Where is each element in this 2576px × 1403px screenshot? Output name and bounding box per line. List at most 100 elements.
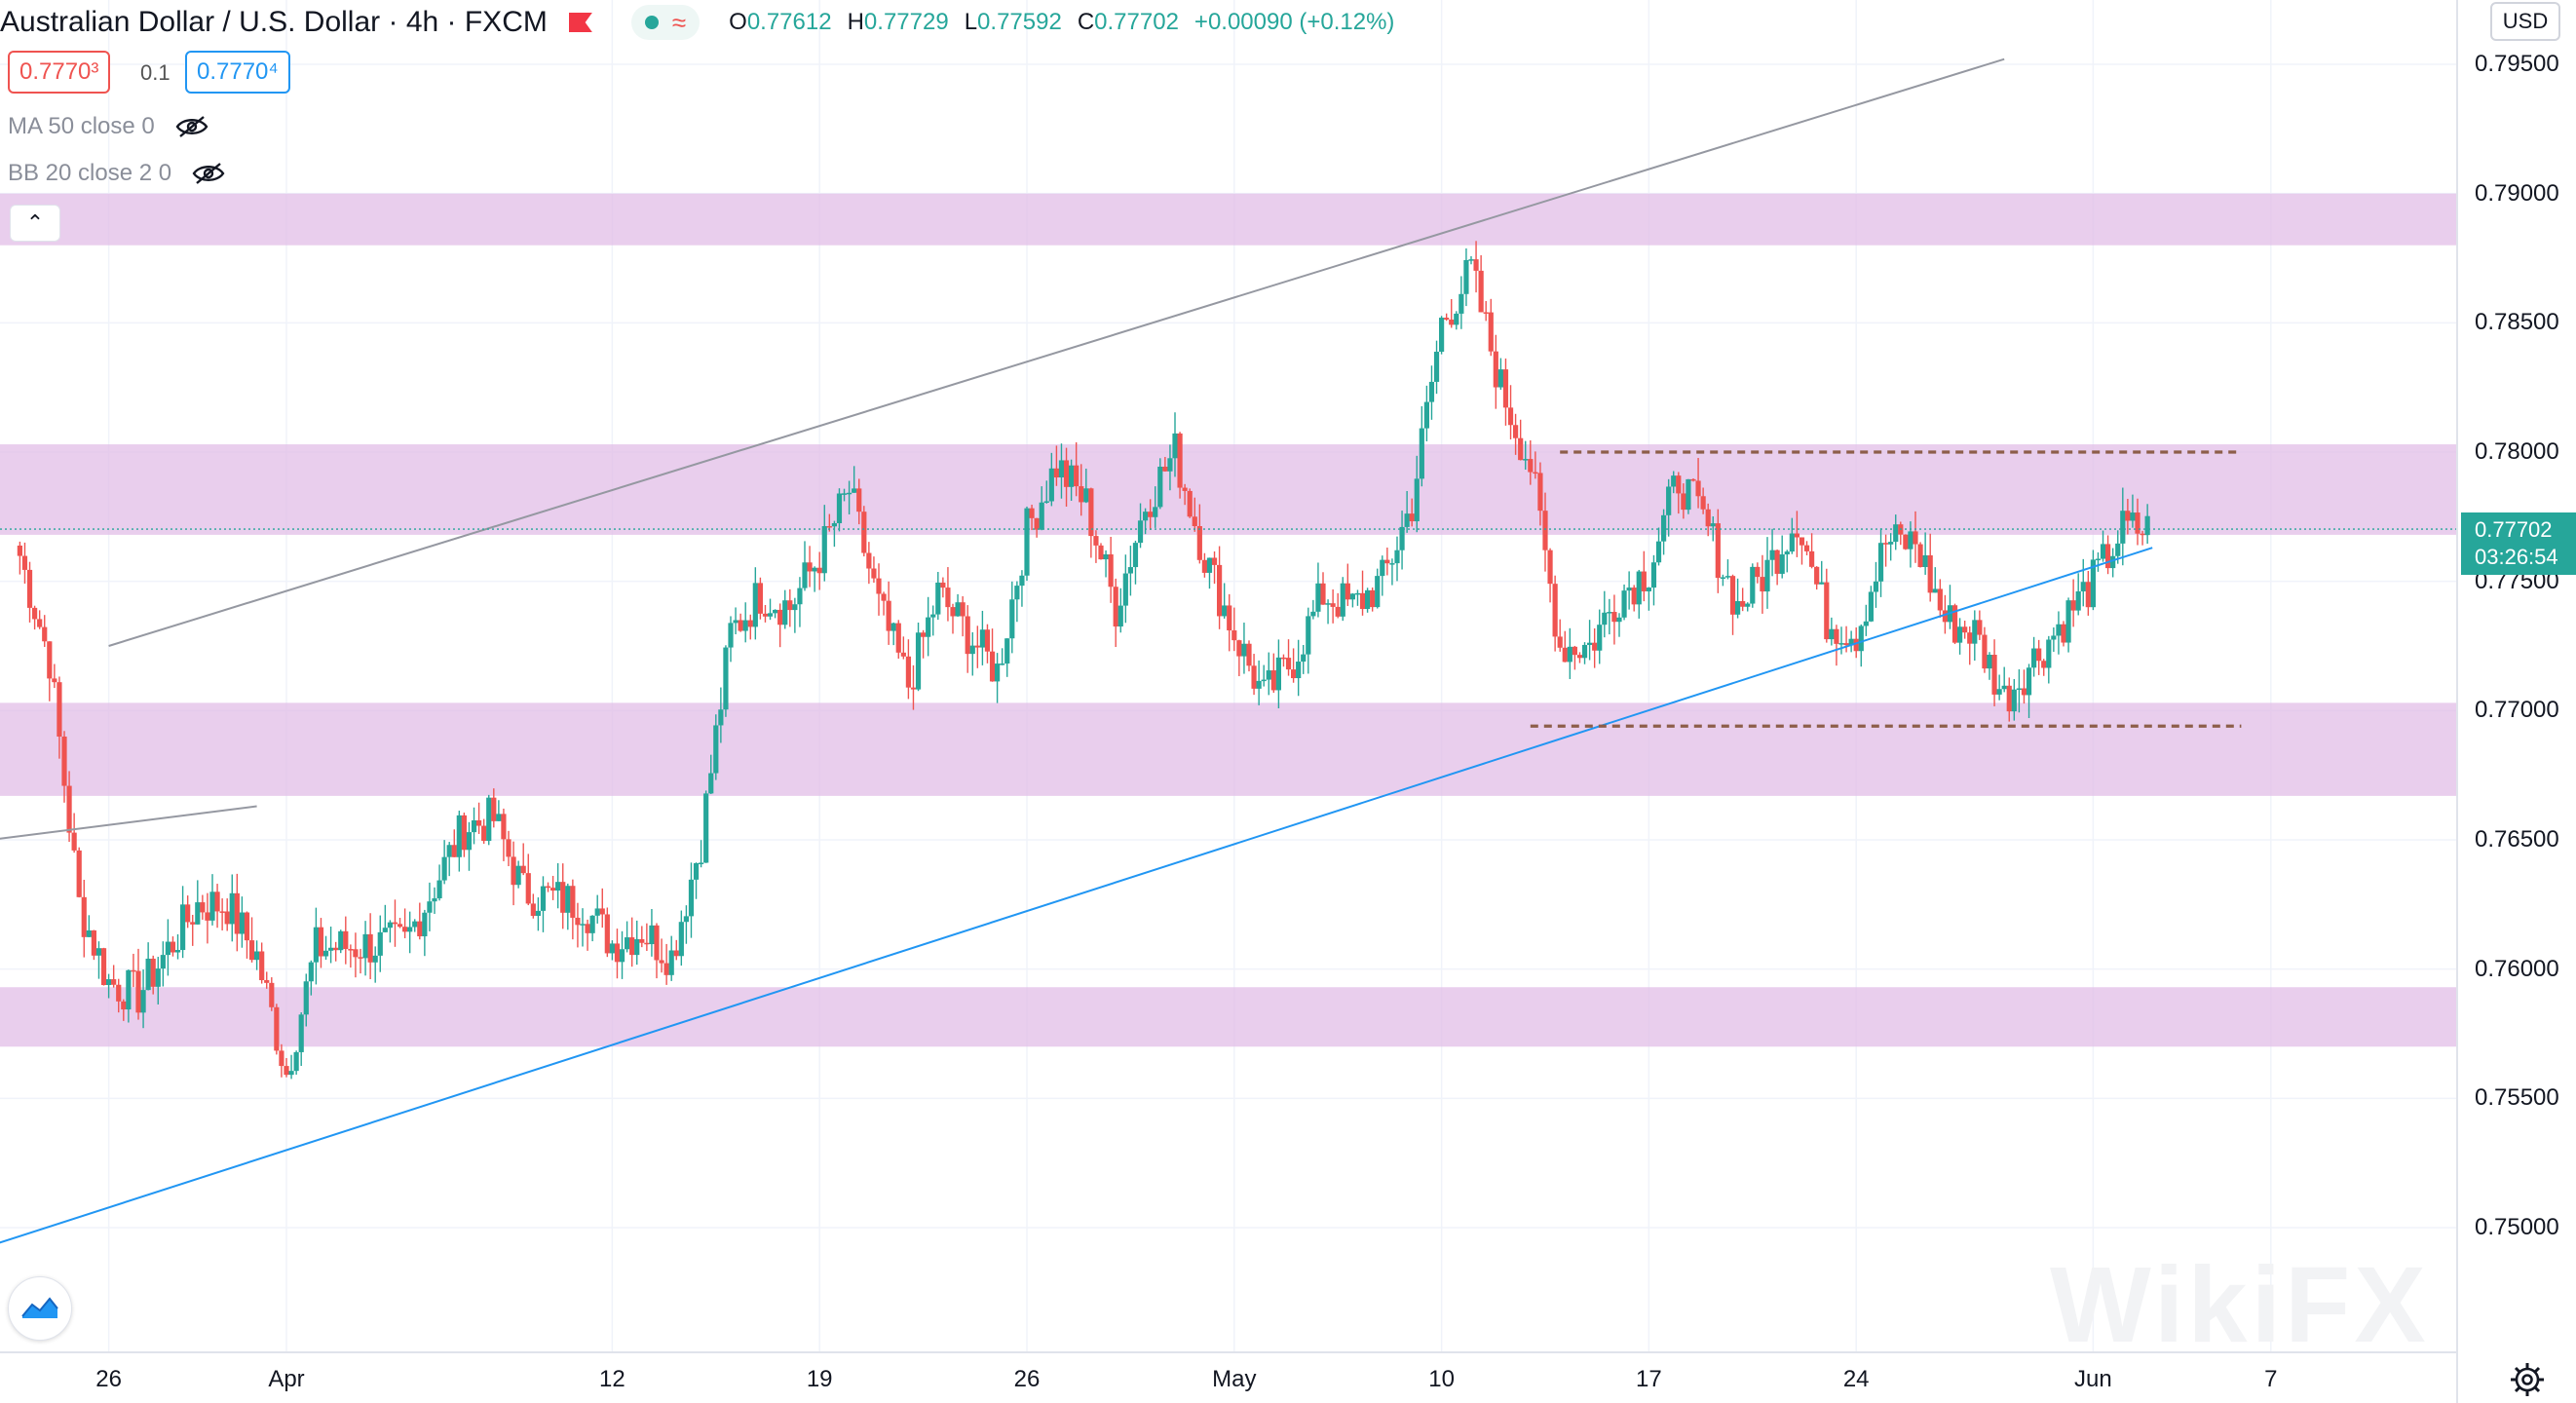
candle	[777, 603, 783, 648]
candle-body	[1227, 605, 1232, 631]
candle	[2105, 535, 2111, 575]
candle	[1996, 674, 2002, 701]
candle	[2135, 498, 2140, 546]
candle-body	[2110, 555, 2116, 569]
candle	[1724, 559, 1731, 580]
candle-body	[777, 609, 783, 626]
candle	[752, 567, 758, 640]
candle	[989, 628, 996, 682]
candle	[1365, 588, 1371, 613]
candle	[2120, 487, 2126, 566]
candle	[2026, 664, 2032, 719]
candle-body	[1275, 657, 1281, 691]
candle-body	[1029, 508, 1035, 518]
flag-icon[interactable]	[568, 13, 592, 32]
candle-body	[1942, 610, 1948, 623]
candle	[708, 754, 714, 794]
drawing-tools[interactable]	[0, 57, 2457, 1246]
candle	[200, 894, 206, 920]
candle	[1468, 255, 1474, 265]
candle-body	[254, 951, 260, 961]
zone-rect[interactable]	[0, 987, 2457, 1047]
candle-body	[1877, 543, 1884, 582]
candle-body	[446, 845, 452, 857]
candle-body	[1325, 603, 1331, 605]
candle-body	[1858, 626, 1864, 652]
current-price-value: 0.77702	[2475, 517, 2553, 542]
support-resistance-zones[interactable]	[0, 193, 2457, 1047]
candle-body	[614, 943, 621, 963]
candle	[1122, 554, 1128, 624]
candle-body	[185, 904, 191, 923]
candle-body	[1384, 559, 1390, 564]
time-tick-label: 19	[806, 1366, 833, 1392]
candle-body	[1409, 513, 1415, 522]
candle	[52, 664, 57, 689]
time-tick-label: Apr	[268, 1366, 305, 1392]
candle	[1349, 592, 1355, 608]
candle-body	[288, 1071, 294, 1076]
candle	[1932, 567, 1938, 593]
candle-body	[318, 927, 324, 957]
candle-body	[1137, 520, 1144, 544]
sell-button[interactable]: 0.7770³	[8, 51, 111, 94]
candle	[1019, 570, 1025, 607]
candle	[2031, 636, 2037, 677]
market-status-pill[interactable]: ≈	[630, 5, 701, 40]
candle	[1004, 638, 1010, 677]
candle-body	[1774, 550, 1780, 574]
trendline[interactable]	[0, 547, 2153, 1245]
candle-body	[1537, 473, 1543, 512]
collapse-legend-button[interactable]: ⌃	[10, 205, 60, 242]
candle-body	[372, 955, 378, 963]
candle-body	[1957, 626, 1963, 643]
candle-body	[876, 578, 882, 594]
gear-icon[interactable]	[2508, 1360, 2547, 1399]
candle-body	[550, 888, 556, 891]
price-tick-label: 0.76000	[2475, 955, 2559, 982]
candle-body	[762, 613, 769, 617]
candle-body	[555, 882, 561, 891]
eye-hidden-icon[interactable]	[191, 162, 226, 185]
currency-button[interactable]: USD	[2490, 2, 2560, 41]
buy-button[interactable]: 0.7770⁴	[185, 51, 290, 94]
candle-body	[71, 832, 77, 851]
candle-body	[831, 523, 837, 527]
eye-hidden-icon[interactable]	[174, 115, 209, 138]
candle-body	[1557, 636, 1563, 648]
candle	[728, 616, 734, 663]
candle	[979, 610, 985, 665]
trendline[interactable]	[0, 805, 257, 840]
tradingview-logo-button[interactable]	[8, 1276, 72, 1341]
candle-body	[1572, 646, 1577, 656]
candle	[1750, 563, 1756, 608]
candle-body	[905, 656, 911, 688]
zone-rect[interactable]	[0, 702, 2457, 796]
candle-body	[1113, 587, 1118, 627]
candle-body	[42, 626, 48, 642]
time-tick-label: 7	[2264, 1366, 2278, 1392]
zone-rect[interactable]	[0, 444, 2457, 535]
exchange-label: FXCM	[464, 6, 548, 38]
candle	[1581, 642, 1588, 664]
indicator-bb[interactable]: BB 20 close 2 0	[8, 160, 226, 187]
candle-body	[1103, 553, 1109, 560]
candle-body	[461, 815, 467, 851]
candle	[1977, 610, 1983, 640]
candle	[338, 929, 344, 954]
candle	[298, 1012, 304, 1067]
candle-body	[2065, 600, 2071, 643]
candle	[525, 853, 531, 906]
candle-body	[678, 922, 684, 957]
candle	[1720, 574, 1725, 587]
indicator-ma[interactable]: MA 50 close 0	[8, 113, 209, 140]
zone-rect[interactable]	[0, 193, 2457, 246]
candle-body	[787, 600, 793, 611]
trendline[interactable]	[108, 57, 2005, 647]
candle	[2041, 659, 2047, 676]
candle	[106, 973, 112, 999]
candle-body	[1507, 407, 1514, 426]
candle	[847, 480, 852, 514]
symbol-title[interactable]: Australian Dollar / U.S. Dollar · 4h · F…	[0, 6, 548, 38]
